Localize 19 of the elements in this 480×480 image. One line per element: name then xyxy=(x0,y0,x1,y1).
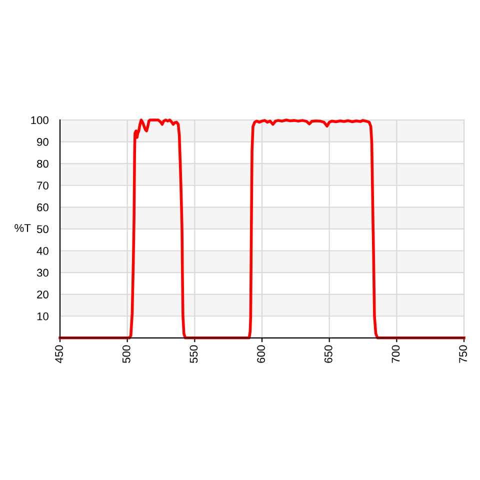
x-tick-label: 750 xyxy=(459,345,467,363)
line-series xyxy=(58,118,466,340)
y-tick-label: 40 xyxy=(36,247,48,255)
y-tick-label: 90 xyxy=(37,138,48,146)
y-tick-label: 60 xyxy=(37,203,48,212)
y-tick-label: 10 xyxy=(37,312,48,320)
y-tick-label: 70 xyxy=(37,182,48,190)
x-tick-label: 500 xyxy=(122,345,130,363)
y-tick-label: 30 xyxy=(36,268,48,277)
x-tick-label: 650 xyxy=(324,345,332,363)
y-tick-label: 20 xyxy=(37,290,48,298)
x-tick-label: 600 xyxy=(257,345,265,363)
y-tick-label: 80 xyxy=(37,160,48,168)
x-tick-label: 550 xyxy=(190,345,198,363)
y-tick-label: 100 xyxy=(31,116,48,124)
y-tick-label: 50 xyxy=(36,225,48,234)
y-axis-title: %T xyxy=(14,224,31,232)
x-tick-label: 450 xyxy=(55,345,63,364)
x-tick-label: 700 xyxy=(392,345,400,363)
